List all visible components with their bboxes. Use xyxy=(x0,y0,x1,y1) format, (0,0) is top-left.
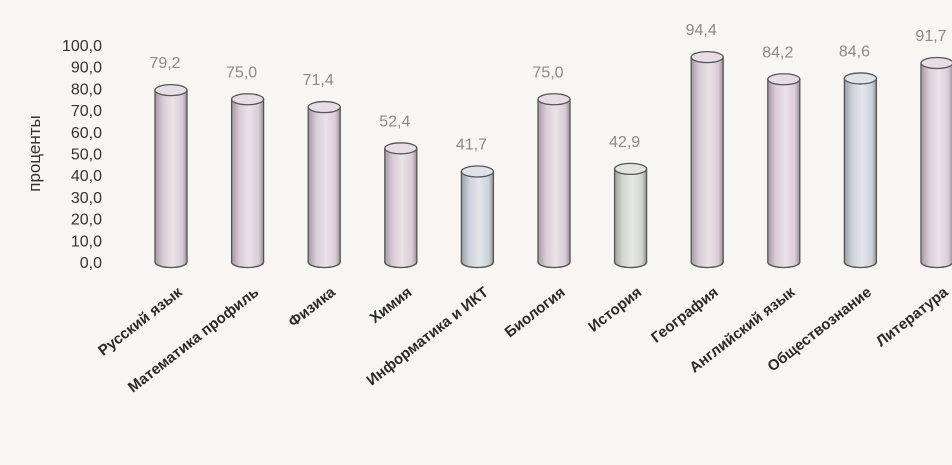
bar-top xyxy=(613,162,648,176)
bar-body xyxy=(230,98,265,269)
y-tick-label: 50,0 xyxy=(71,147,102,164)
bar-top xyxy=(307,100,341,114)
bar-body xyxy=(154,89,188,269)
bar-body xyxy=(537,98,571,269)
y-tick-label: 100,0 xyxy=(62,38,102,55)
data-label: 71,4 xyxy=(303,72,334,89)
bar-body xyxy=(460,170,495,269)
bar xyxy=(690,51,724,269)
bar-body xyxy=(384,147,418,269)
bar-body xyxy=(690,56,724,269)
bar-top xyxy=(843,72,878,85)
bar xyxy=(154,83,188,269)
bar-body xyxy=(767,78,801,269)
data-label: 84,2 xyxy=(762,44,793,61)
data-label: 75,0 xyxy=(532,64,563,81)
bar xyxy=(384,142,418,269)
data-label: 42,9 xyxy=(609,134,640,151)
bar-top xyxy=(154,83,188,97)
y-tick-label: 10,0 xyxy=(71,233,102,250)
category-label: Математика профиль xyxy=(125,284,262,396)
category-label: Физика xyxy=(285,283,339,330)
bar-body xyxy=(613,168,648,269)
bar-top xyxy=(460,165,495,178)
bar xyxy=(767,73,801,269)
bar xyxy=(613,162,648,269)
data-label: 84,6 xyxy=(839,43,870,60)
bar-top xyxy=(767,73,801,86)
bar-top xyxy=(230,93,265,106)
bar-body xyxy=(307,106,341,269)
data-label: 41,7 xyxy=(456,137,487,154)
data-label: 52,4 xyxy=(379,113,410,130)
data-label: 75,0 xyxy=(226,64,257,81)
bar-body xyxy=(920,62,952,269)
data-label: 91,7 xyxy=(915,28,946,45)
y-tick-label: 70,0 xyxy=(71,103,102,120)
y-tick-label: 30,0 xyxy=(71,190,102,207)
bars xyxy=(154,51,952,269)
category-label: Информатика и ИКТ xyxy=(364,284,492,389)
bar xyxy=(537,93,571,269)
category-label: Биология xyxy=(502,284,569,341)
category-label: География xyxy=(648,284,722,347)
y-tick-label: 20,0 xyxy=(71,212,102,229)
y-tick-label: 80,0 xyxy=(71,81,102,98)
bar-top xyxy=(384,142,418,155)
y-tick-label: 40,0 xyxy=(71,168,102,185)
y-tick-label: 90,0 xyxy=(71,60,102,77)
bar xyxy=(843,72,878,269)
y-axis-title: проценты xyxy=(25,115,44,192)
y-tick-label: 0,0 xyxy=(80,255,102,272)
y-tick-label: 60,0 xyxy=(71,125,102,142)
bar xyxy=(307,100,341,269)
category-label: Химия xyxy=(367,284,416,327)
bar xyxy=(230,93,265,269)
bar xyxy=(920,56,952,269)
bar-top xyxy=(920,56,952,70)
data-label: 79,2 xyxy=(149,55,180,72)
y-axis: 0,0 10,0 20,0 30,0 40,0 50,0 60,0 70,0 80,0 90,0 1… xyxy=(62,38,102,272)
category-label: История xyxy=(585,284,645,336)
bar xyxy=(460,165,495,269)
value-labels: 79,2 75,0 71,4 52,4 41,7 75,0 42,9 94,4 84,2 84,6… xyxy=(149,22,946,153)
bar-top xyxy=(537,93,571,106)
category-label: Литература xyxy=(873,283,952,350)
bar-top xyxy=(690,51,724,64)
bar-body xyxy=(843,77,878,269)
data-label: 94,4 xyxy=(686,22,717,39)
